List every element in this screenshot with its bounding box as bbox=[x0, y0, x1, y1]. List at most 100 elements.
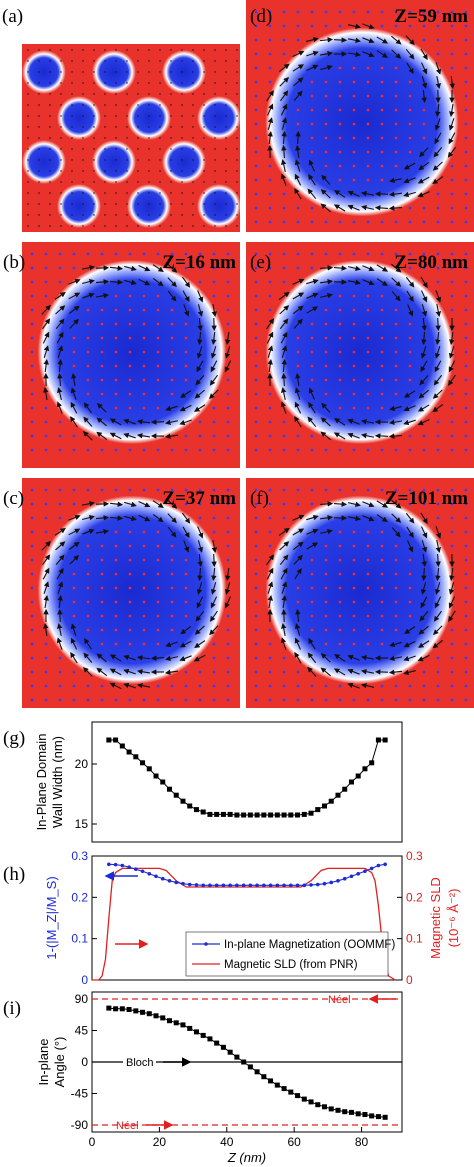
panel-c-edge-dot bbox=[30, 544, 34, 548]
panel-d-wall-arrow bbox=[432, 161, 443, 171]
panel-d-edge-dot bbox=[268, 66, 272, 70]
dot-a bbox=[49, 137, 51, 139]
panel-b-wall-arrow bbox=[150, 419, 165, 425]
panel-e-edge-dot bbox=[282, 266, 286, 270]
panel-f-wall-arrow bbox=[391, 499, 402, 509]
dot-a bbox=[60, 126, 62, 128]
panel-c-core-dot bbox=[184, 586, 188, 590]
panel-b-edge-dot bbox=[184, 448, 188, 452]
panel-b-core-dot bbox=[156, 406, 160, 410]
panel-b-wall-arrow bbox=[124, 279, 137, 286]
panel-d-wall-arrow bbox=[334, 190, 346, 198]
dot-a bbox=[104, 137, 106, 139]
panel-e-wall-arrow bbox=[280, 387, 287, 400]
dot-a bbox=[82, 60, 84, 62]
panel-b-edge-dot bbox=[100, 252, 104, 256]
dot-a bbox=[115, 71, 117, 73]
panel-d-edge-dot bbox=[464, 122, 468, 126]
dot-a bbox=[104, 214, 106, 216]
panel-f-edge-dot bbox=[352, 488, 356, 492]
chart-i-point bbox=[160, 1015, 166, 1021]
panel-c-edge-dot bbox=[226, 628, 230, 632]
dot-a bbox=[203, 214, 205, 216]
panel-f-core-dot bbox=[296, 600, 300, 604]
panel-d-core-dot bbox=[394, 80, 398, 84]
panel-b-core-dot bbox=[142, 350, 146, 354]
panel-f-edge-dot bbox=[450, 488, 454, 492]
chart-i-xtick-label: 0 bbox=[89, 1135, 96, 1149]
panel-b-wall-arrow bbox=[55, 305, 66, 315]
dot-a bbox=[104, 170, 106, 172]
dot-a bbox=[137, 49, 139, 51]
panel-b-core-dot bbox=[142, 392, 146, 396]
chart-i-ann-label-2: Néel bbox=[116, 1120, 139, 1132]
panel-b-edge-dot bbox=[156, 448, 160, 452]
panel-e-wall-arrow bbox=[280, 331, 288, 344]
panel-e-edge-dot bbox=[464, 350, 468, 354]
panel-d-edge-dot bbox=[254, 52, 258, 56]
dot-a bbox=[214, 126, 216, 128]
chart-h-mag-point bbox=[241, 883, 246, 888]
panel-e-edge-dot bbox=[254, 434, 258, 438]
dot-a bbox=[236, 71, 238, 73]
panel-c-core-dot bbox=[184, 600, 188, 604]
chart-g-point bbox=[160, 779, 166, 785]
panel-c-core-dot bbox=[184, 558, 188, 562]
panel-e-wall-arrow bbox=[294, 401, 302, 414]
panel-e-wall-arrow bbox=[406, 290, 414, 303]
dot-a bbox=[115, 181, 117, 183]
panel-c-edge-dot bbox=[58, 502, 62, 506]
panel-e-core-dot bbox=[366, 350, 370, 354]
panel-c-core-dot bbox=[100, 614, 104, 618]
panel-e-edge-dot bbox=[254, 406, 258, 410]
panel-c-edge-dot bbox=[226, 670, 230, 674]
dot-a bbox=[60, 214, 62, 216]
panel-c-core-dot bbox=[114, 572, 118, 576]
panel-e-wall-arrow bbox=[334, 418, 346, 426]
panel-d-wall-arrow bbox=[347, 190, 360, 197]
panel-d-wall-arrow bbox=[434, 132, 442, 145]
panel-f-core-dot bbox=[366, 614, 370, 618]
panel-e-core-dot bbox=[352, 294, 356, 298]
panel-c-core-dot bbox=[142, 600, 146, 604]
panel-e-core-dot bbox=[366, 336, 370, 340]
panel-f-core-dot bbox=[380, 614, 384, 618]
panel-c-core-dot bbox=[128, 628, 132, 632]
panel-f-core-dot bbox=[408, 600, 412, 604]
chart-h-ytick-label-left: 0.3 bbox=[71, 849, 88, 863]
panel-d-wall-arrow bbox=[348, 51, 361, 57]
panel-c-core-dot bbox=[86, 558, 90, 562]
panel-e-wall-arrow bbox=[361, 418, 374, 425]
dot-a bbox=[38, 71, 40, 73]
panel-f-wall-arrow bbox=[295, 608, 301, 623]
panel-d-edge-dot bbox=[268, 24, 272, 28]
panel-e-wall-arrow bbox=[432, 403, 444, 413]
panel-b-edge-dot bbox=[58, 266, 62, 270]
panel-e-edge-dot bbox=[422, 434, 426, 438]
panel-d-core-dot bbox=[366, 178, 370, 182]
dot-a bbox=[71, 225, 73, 227]
dot-a bbox=[60, 225, 62, 227]
panel-b-core-dot bbox=[114, 350, 118, 354]
panel-f-edge-dot bbox=[296, 670, 300, 674]
panel-d-wall-arrow bbox=[362, 37, 375, 44]
dot-a bbox=[225, 60, 227, 62]
panel-b-wall-arrow bbox=[225, 331, 231, 346]
panel-c-core-dot bbox=[114, 544, 118, 548]
dot-a bbox=[93, 214, 95, 216]
panel-f-edge-dot bbox=[296, 684, 300, 688]
panel-d-edge-dot bbox=[296, 206, 300, 210]
panel-d-wall-arrow bbox=[293, 77, 304, 87]
panel-d-edge-dot bbox=[436, 206, 440, 210]
panel-c-wall-arrow bbox=[70, 652, 78, 664]
dot-a bbox=[38, 137, 40, 139]
panel-b-core-dot bbox=[128, 392, 132, 396]
panel-c-edge-dot bbox=[184, 684, 188, 688]
dot-a bbox=[192, 126, 194, 128]
panel-b-core-dot bbox=[142, 364, 146, 368]
dot-a bbox=[203, 60, 205, 62]
dot-a bbox=[148, 115, 150, 117]
panel-e-edge-dot bbox=[380, 252, 384, 256]
dot-a bbox=[115, 159, 117, 161]
